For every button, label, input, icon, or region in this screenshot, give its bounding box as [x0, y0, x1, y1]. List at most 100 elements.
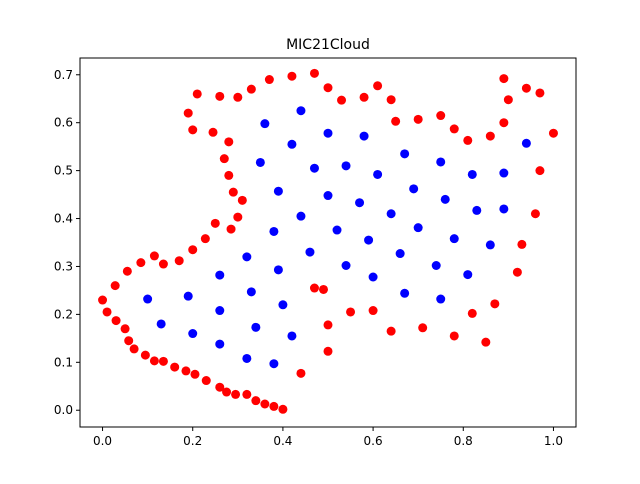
- scatter-point: [136, 258, 146, 268]
- scatter-point: [305, 247, 315, 257]
- scatter-point: [391, 116, 401, 126]
- scatter-point: [122, 266, 132, 276]
- scatter-point: [287, 331, 297, 341]
- scatter-point: [463, 135, 473, 145]
- scatter-point: [386, 95, 396, 105]
- scatter-point: [242, 389, 252, 399]
- scatter-point: [431, 261, 441, 270]
- scatter-point: [190, 369, 200, 379]
- scatter-point: [149, 356, 159, 366]
- scatter-point: [255, 157, 265, 167]
- scatter-point: [309, 68, 319, 78]
- scatter-point: [499, 168, 509, 178]
- scatter-point: [224, 170, 234, 180]
- scatter-point: [208, 127, 218, 137]
- scatter-point: [278, 404, 288, 414]
- scatter-point: [346, 307, 356, 317]
- x-tick-label: 0.6: [364, 434, 383, 448]
- scatter-point: [188, 329, 198, 339]
- scatter-point: [143, 294, 153, 304]
- scatter-point: [436, 157, 446, 167]
- y-tick-label: 0.5: [54, 164, 73, 178]
- scatter-point: [111, 316, 121, 326]
- scatter-point: [395, 249, 405, 259]
- scatter-point: [418, 323, 428, 333]
- scatter-point: [260, 399, 270, 409]
- scatter-point: [521, 83, 531, 93]
- scatter-point: [120, 324, 130, 334]
- scatter-point: [129, 344, 139, 354]
- scatter-point: [269, 226, 279, 236]
- scatter-point: [278, 300, 288, 310]
- x-tick-label: 0.4: [273, 434, 292, 448]
- scatter-point: [485, 240, 495, 250]
- scatter-point: [102, 307, 112, 317]
- scatter-point: [499, 74, 509, 84]
- scatter-point: [449, 331, 459, 341]
- x-tick-label: 0.8: [454, 434, 473, 448]
- y-tick-label: 0.4: [54, 212, 73, 226]
- scatter-point: [535, 88, 545, 98]
- scatter-point: [201, 376, 211, 386]
- scatter-point: [246, 287, 256, 297]
- y-tick-label: 0.6: [54, 116, 73, 130]
- scatter-point: [449, 124, 459, 134]
- scatter-point: [436, 111, 446, 121]
- scatter-point: [318, 284, 328, 294]
- scatter-point: [264, 75, 274, 85]
- scatter-point: [233, 92, 243, 102]
- scatter-point: [237, 195, 247, 205]
- scatter-point: [467, 169, 477, 179]
- scatter-point: [323, 128, 333, 138]
- scatter-point: [373, 169, 383, 179]
- scatter-point: [183, 291, 193, 301]
- scatter-point: [183, 108, 193, 118]
- scatter-point: [273, 186, 283, 196]
- scatter-point: [273, 265, 283, 275]
- scatter-point: [323, 346, 333, 356]
- scatter-point: [359, 92, 369, 102]
- x-tick-label: 0.2: [183, 434, 202, 448]
- scatter-point: [521, 138, 531, 148]
- y-tick-label: 0.2: [54, 307, 73, 321]
- scatter-point: [110, 281, 120, 291]
- scatter-point: [192, 89, 202, 99]
- scatter-point: [548, 128, 558, 138]
- y-tick-label: 0.3: [54, 259, 73, 273]
- scatter-point: [490, 299, 500, 309]
- x-tick-label: 0.0: [93, 434, 112, 448]
- scatter-point: [181, 366, 191, 376]
- scatter-point: [296, 106, 306, 116]
- scatter-point: [436, 294, 446, 304]
- scatter-point: [296, 368, 306, 378]
- scatter-point: [219, 154, 229, 164]
- scatter-point: [323, 191, 333, 201]
- scatter-point: [215, 91, 225, 101]
- scatter-point: [323, 83, 333, 93]
- scatter-point: [386, 209, 396, 219]
- scatter-point: [228, 187, 238, 197]
- scatter-point: [440, 194, 450, 204]
- scatter-point: [449, 234, 459, 244]
- scatter-point: [364, 235, 374, 245]
- scatter-point: [463, 270, 473, 280]
- scatter-point: [215, 270, 225, 280]
- scatter-point: [413, 223, 423, 233]
- scatter-point: [386, 326, 396, 336]
- scatter-point: [233, 212, 243, 222]
- scatter-point: [535, 166, 545, 176]
- scatter-point: [323, 320, 333, 330]
- scatter-point: [368, 272, 378, 282]
- scatter-point: [499, 204, 509, 214]
- scatter-point: [158, 356, 168, 366]
- scatter-point: [242, 353, 252, 363]
- scatter-point: [517, 239, 527, 249]
- scatter-point: [332, 225, 342, 235]
- scatter-point: [287, 139, 297, 149]
- scatter-point: [188, 125, 198, 135]
- scatter-point: [170, 362, 180, 372]
- scatter-point: [231, 389, 241, 399]
- scatter-point: [149, 251, 159, 261]
- plot-frame: [79, 57, 577, 428]
